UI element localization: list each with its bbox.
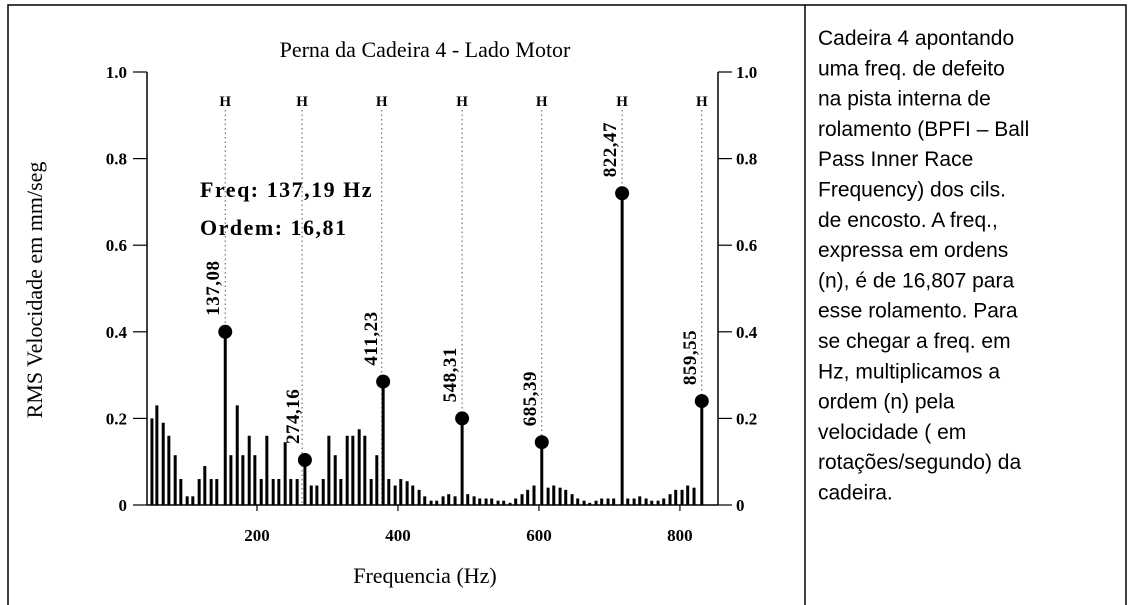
chart-title: Perna da Cadeira 4 - Lado Motor — [280, 37, 571, 62]
side-text-line: rolamento (BPFI – Ball — [818, 118, 1029, 141]
annotation: Freq: 137,19 Hz — [200, 177, 373, 202]
side-text-line: Pass Inner Race — [818, 148, 973, 171]
peak-label: 859,55 — [680, 330, 701, 385]
y-tick-label: 1.0 — [106, 63, 127, 82]
peak-marker — [455, 411, 470, 426]
side-text-line: esse rolamento. Para — [818, 300, 1018, 323]
side-text-line: (n), é de 16,807 para — [818, 269, 1014, 292]
y-tick-label: 0.2 — [106, 409, 127, 428]
side-text-line: uma freq. de defeito — [818, 57, 1005, 80]
peak-marker — [534, 435, 549, 450]
annotation: Ordem: 16,81 — [200, 215, 348, 240]
peak-marker — [615, 186, 630, 201]
x-tick-label: 200 — [244, 526, 270, 545]
side-text-line: expressa em ordens — [818, 239, 1008, 262]
side-text-line: de encosto. A freq., — [818, 209, 998, 232]
peak-label: 411,23 — [361, 311, 382, 365]
peak-marker — [297, 452, 312, 467]
side-text-line: cadeira. — [818, 482, 893, 505]
peak-label: 137,08 — [203, 261, 224, 316]
x-tick-label: 400 — [385, 526, 411, 545]
side-text-line: ordem (n) pela — [818, 391, 955, 414]
peak-marker — [376, 374, 391, 389]
peak-marker — [218, 324, 233, 339]
side-text-line: Frequency) dos cils. — [818, 179, 1006, 202]
y-axis-label: RMS Velocidade em mm/seg — [22, 162, 47, 419]
peak-label: 274,16 — [283, 389, 304, 444]
cursor-label: H — [616, 94, 628, 110]
y2-tick-label: 1.0 — [736, 63, 757, 82]
peak-label: 548,31 — [440, 347, 461, 402]
peak-marker — [694, 394, 709, 409]
side-text-line: Hz, multiplicamos a — [818, 360, 1000, 383]
x-tick-label: 600 — [526, 526, 552, 545]
side-text-line: rotações/segundo) da — [818, 451, 1021, 474]
y-tick-label: 0.4 — [106, 323, 128, 342]
y-tick-label: 0.6 — [106, 236, 127, 255]
cursor-label: H — [696, 94, 708, 110]
cursor-label: H — [536, 94, 548, 110]
y-tick-label: 0.8 — [106, 150, 127, 169]
cursor-label: H — [219, 94, 231, 110]
cursor-label: H — [456, 94, 468, 110]
y2-tick-label: 0.2 — [736, 409, 757, 428]
side-text-line: Cadeira 4 apontando — [818, 27, 1014, 50]
y2-tick-label: 0.4 — [736, 323, 758, 342]
side-text-line: se chegar a freq. em — [818, 330, 1011, 353]
side-text-line: na pista interna de — [818, 88, 991, 111]
y2-tick-label: 0 — [736, 496, 745, 515]
frame — [7, 4, 1127, 605]
cursor-label: H — [296, 94, 308, 110]
side-text-line: velocidade ( em — [818, 421, 966, 444]
peak-label: 822,47 — [600, 122, 621, 177]
y2-tick-label: 0.6 — [736, 236, 757, 255]
y2-tick-label: 0.8 — [736, 150, 757, 169]
y-tick-label: 0 — [119, 496, 128, 515]
x-tick-label: 800 — [667, 526, 693, 545]
x-axis-label: Frequencia (Hz) — [353, 563, 497, 588]
cursor-label: H — [376, 94, 388, 110]
peak-label: 685,39 — [520, 371, 541, 426]
